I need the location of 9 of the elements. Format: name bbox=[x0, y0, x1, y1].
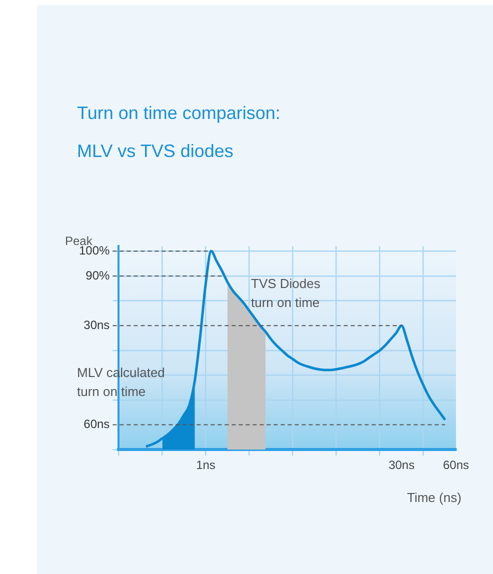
annotation: TVS Diodes turn on time bbox=[251, 275, 320, 312]
chart-title: Turn on time comparison: MLV vs TVS diodes bbox=[77, 102, 280, 163]
ref-line-label: 60ns bbox=[84, 417, 110, 432]
x-tick-label: 60ns bbox=[442, 458, 470, 472]
x-tick-label: 1ns bbox=[196, 458, 216, 472]
y-tick-label: 90% bbox=[86, 268, 110, 282]
x-axis-title: Time (ns) bbox=[407, 489, 462, 507]
x-tick-label: 30ns bbox=[388, 458, 415, 472]
ref-line-label: 30ns bbox=[84, 318, 110, 332]
